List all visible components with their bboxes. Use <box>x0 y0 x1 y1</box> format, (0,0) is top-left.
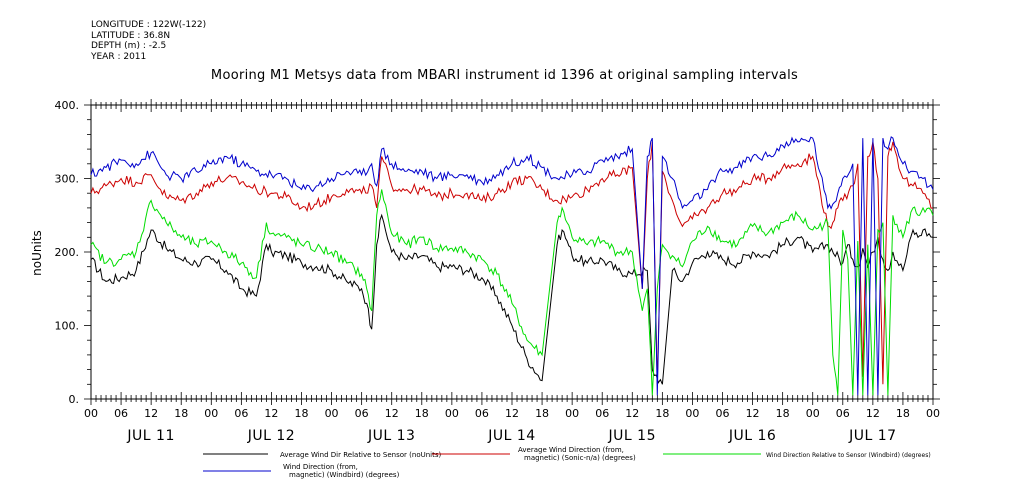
line-chart: 00 06 12 18 00 06 12 18 00 06 12 18 00 06 12 18 00 06 12 18… <box>0 0 1009 504</box>
x-tick-label: 12 <box>625 407 639 420</box>
x-tick-label: 06 <box>716 407 730 420</box>
chart-axes: 00 06 12 18 00 06 12 18 00 06 12 18 00 06 12 18 00 06 12 18… <box>55 99 941 444</box>
x-tick-label: 00 <box>565 407 579 420</box>
legend-entry: Wind Direction (from,magnetic) (Windbird… <box>203 463 400 479</box>
x-date-label: JUL 11 <box>126 428 174 444</box>
x-date-label: JUL 13 <box>367 428 415 444</box>
x-tick-label: 06 <box>595 407 609 420</box>
series-line <box>91 215 933 384</box>
legend-entry: Wind Direction Relative to Sensor (Windb… <box>663 452 931 459</box>
y-tick-label: 400. <box>55 99 80 112</box>
x-tick-label: 18 <box>655 407 669 420</box>
x-tick-label: 06 <box>836 407 850 420</box>
legend-label: Average Wind Dir Relative to Sensor (noU… <box>280 451 441 459</box>
x-tick-label: 18 <box>535 407 549 420</box>
x-tick-label: 18 <box>415 407 429 420</box>
legend-label: magnetic) (Windbird) (degrees) <box>289 471 400 479</box>
y-axis-label: noUnits <box>30 230 44 276</box>
x-tick-label: 06 <box>114 407 128 420</box>
x-tick-label: 12 <box>505 407 519 420</box>
legend-label: Average Wind Direction (from, <box>518 446 624 454</box>
x-tick-label: 18 <box>776 407 790 420</box>
x-tick-label: 12 <box>264 407 278 420</box>
series-line <box>91 137 933 395</box>
x-date-label: JUL 12 <box>247 428 295 444</box>
x-date-label: JUL 16 <box>728 428 776 444</box>
x-tick-label: 00 <box>84 407 98 420</box>
plot-lines <box>91 137 933 395</box>
x-tick-label: 00 <box>806 407 820 420</box>
x-tick-label: 06 <box>475 407 489 420</box>
x-date-label: JUL 15 <box>608 428 656 444</box>
plot-frame <box>91 105 933 399</box>
x-tick-label: 00 <box>325 407 339 420</box>
legend-label: magnetic) (Sonic-n/a) (degrees) <box>524 454 636 462</box>
y-tick-label: 100. <box>55 320 80 333</box>
x-tick-label: 12 <box>144 407 158 420</box>
x-tick-label: 12 <box>385 407 399 420</box>
x-tick-label: 06 <box>234 407 248 420</box>
x-tick-label: 00 <box>685 407 699 420</box>
x-date-label: JUL 17 <box>848 428 896 444</box>
x-tick-label: 12 <box>746 407 760 420</box>
legend-entry: Average Wind Direction (from,magnetic) (… <box>432 446 636 462</box>
legend-entry: Average Wind Dir Relative to Sensor (noU… <box>203 451 441 459</box>
x-tick-label: 18 <box>295 407 309 420</box>
x-tick-label: 18 <box>896 407 910 420</box>
x-tick-label: 00 <box>926 407 940 420</box>
y-tick-label: 300. <box>55 173 80 186</box>
series-line <box>91 190 933 396</box>
legend-label: Wind Direction (from, <box>283 463 358 471</box>
x-tick-label: 00 <box>445 407 459 420</box>
x-tick-label: 18 <box>174 407 188 420</box>
legend: Average Wind Dir Relative to Sensor (noU… <box>203 446 931 479</box>
x-tick-label: 00 <box>204 407 218 420</box>
x-tick-label: 06 <box>355 407 369 420</box>
y-tick-label: 200. <box>55 246 80 259</box>
x-tick-label: 12 <box>866 407 880 420</box>
y-tick-label: 0. <box>69 393 80 406</box>
legend-label: Wind Direction Relative to Sensor (Windb… <box>766 452 931 459</box>
x-date-label: JUL 14 <box>487 428 535 444</box>
